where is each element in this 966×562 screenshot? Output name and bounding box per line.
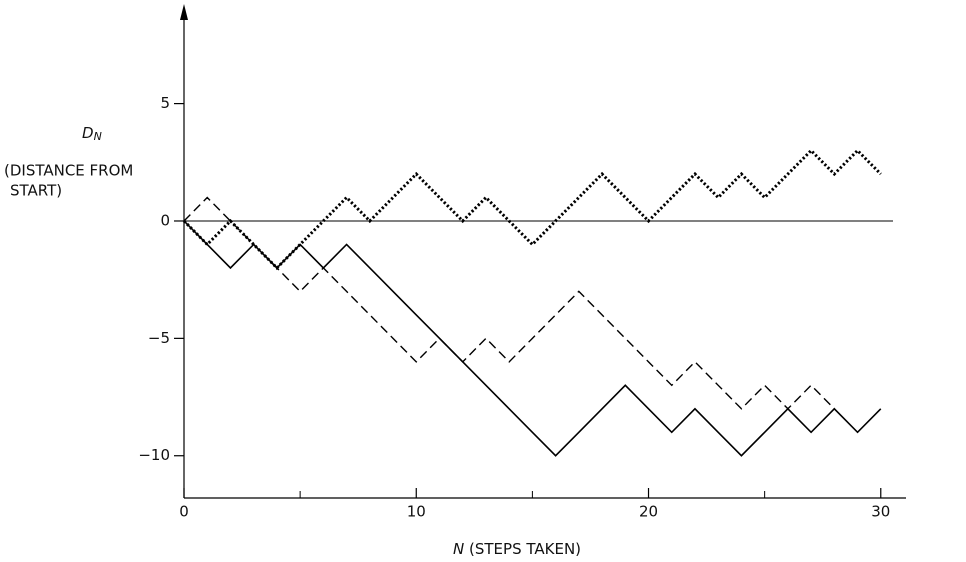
x-label-text: (STEPS TAKEN) bbox=[469, 540, 581, 558]
y-axis-arrow bbox=[180, 4, 188, 20]
y-label-line: START) bbox=[10, 182, 62, 200]
x-label: N (STEPS TAKEN) bbox=[453, 540, 581, 558]
y-symbol-main: D bbox=[82, 124, 94, 142]
y-symbol-sub: N bbox=[94, 130, 102, 143]
y-symbol: DN bbox=[82, 124, 102, 144]
series-line bbox=[182, 148, 882, 271]
y-tick-label: 0 bbox=[160, 211, 170, 229]
y-label-line: (DISTANCE FROM bbox=[4, 162, 133, 180]
y-tick-label: −5 bbox=[148, 329, 170, 347]
x-symbol: N bbox=[453, 540, 464, 558]
y-tick-label: 5 bbox=[160, 94, 170, 112]
y-tick-label: −10 bbox=[138, 446, 170, 464]
series-line bbox=[183, 220, 882, 457]
x-tick-label: 30 bbox=[871, 503, 890, 521]
series-line bbox=[183, 196, 835, 410]
x-tick-label: 10 bbox=[407, 503, 426, 521]
x-tick-label: 0 bbox=[179, 503, 189, 521]
x-tick-label: 20 bbox=[639, 503, 658, 521]
